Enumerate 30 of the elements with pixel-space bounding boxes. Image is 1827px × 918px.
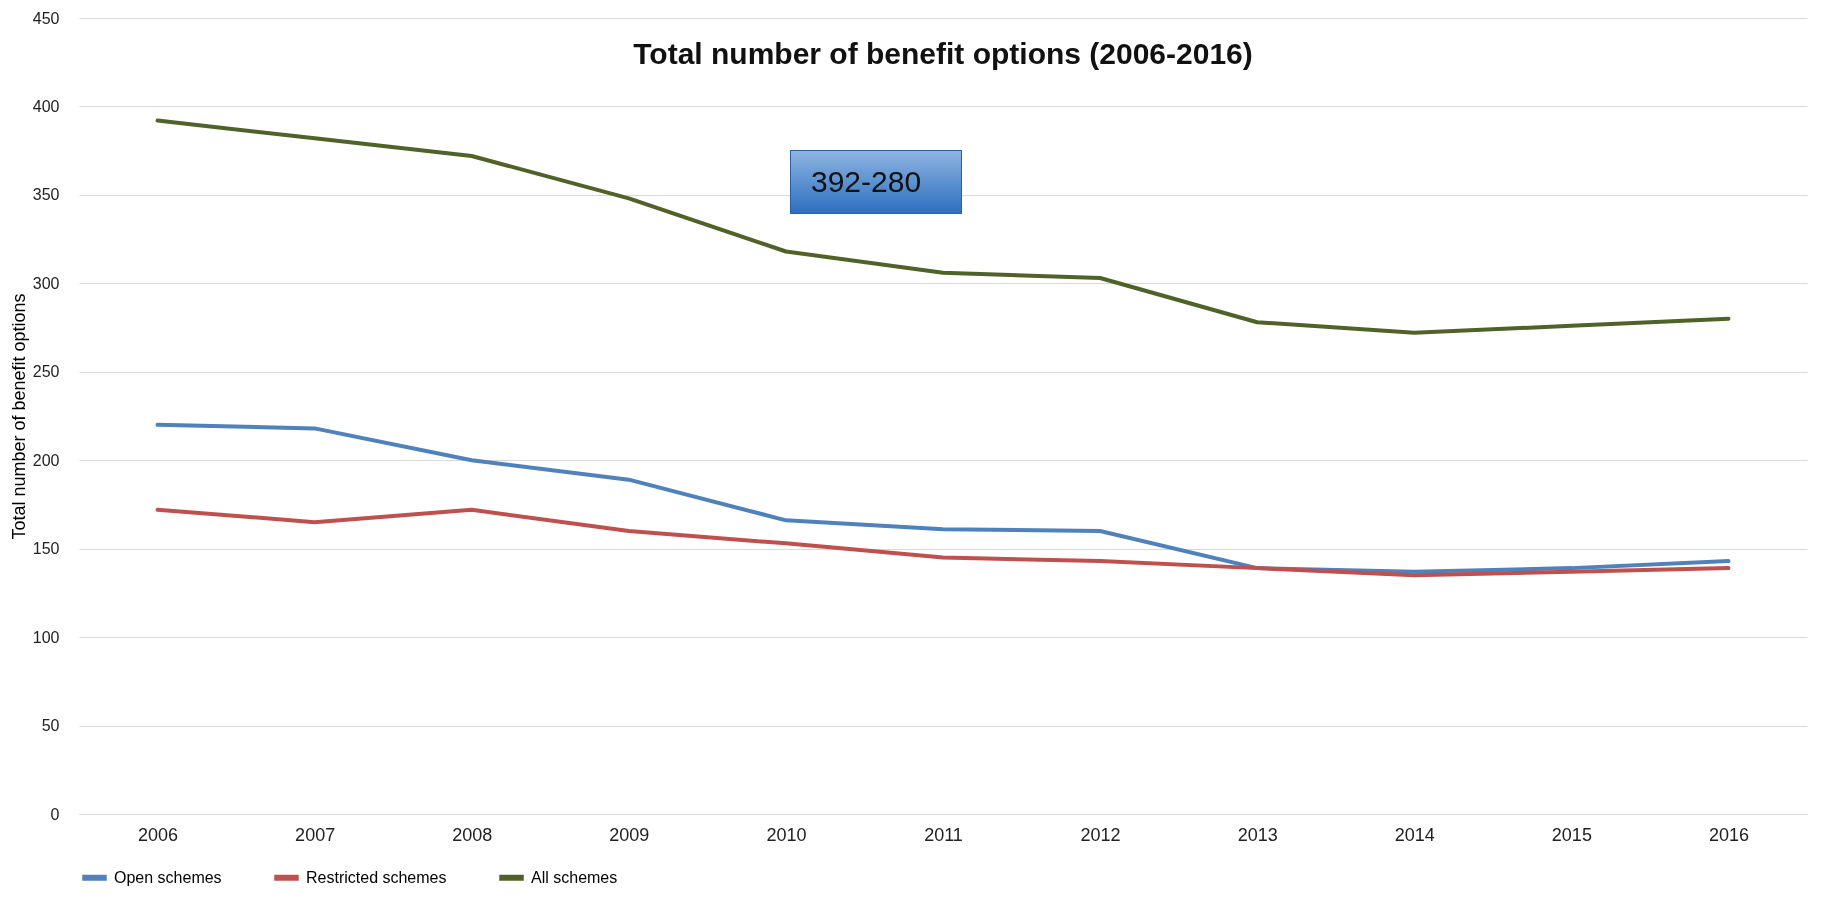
x-tick-label: 2014 xyxy=(1394,824,1435,845)
x-tick-label: 2007 xyxy=(295,824,336,845)
y-tick-label: 200 xyxy=(32,451,60,469)
legend-label: Open schemes xyxy=(114,868,222,886)
line-series xyxy=(155,118,1731,335)
legend-label: Restricted schemes xyxy=(306,868,447,886)
line-series xyxy=(155,422,1731,574)
y-tick-label: 100 xyxy=(32,628,60,646)
legend-label: All schemes xyxy=(531,868,618,886)
y-tick-label: 150 xyxy=(32,540,60,558)
x-tick-label: 2011 xyxy=(924,824,963,845)
label-box: 392-280 xyxy=(790,150,963,214)
y-tick-label: 250 xyxy=(32,363,60,381)
x-tick-label: 2008 xyxy=(452,824,493,845)
y-tick-label: 50 xyxy=(41,717,60,735)
x-tick-label: 2013 xyxy=(1237,824,1278,845)
y-tick-label: 400 xyxy=(32,97,60,115)
y-tick-label: 350 xyxy=(32,186,60,204)
x-tick-label: 2010 xyxy=(766,824,807,845)
x-tick-label: 2016 xyxy=(1708,824,1749,845)
x-tick-label: 2012 xyxy=(1080,824,1121,845)
x-tick-label: 2009 xyxy=(609,824,650,845)
y-tick-label: 300 xyxy=(32,274,60,292)
y-axis-title: Total number of benefit options xyxy=(8,293,29,540)
y-tick-label: 450 xyxy=(32,9,60,27)
x-tick-label: 2006 xyxy=(138,824,179,845)
text: Total number of benefit options (2006-2016) xyxy=(633,37,1253,70)
y-tick-label: 0 xyxy=(50,805,60,823)
line-series xyxy=(155,507,1731,578)
x-tick-label: 2015 xyxy=(1551,824,1592,845)
